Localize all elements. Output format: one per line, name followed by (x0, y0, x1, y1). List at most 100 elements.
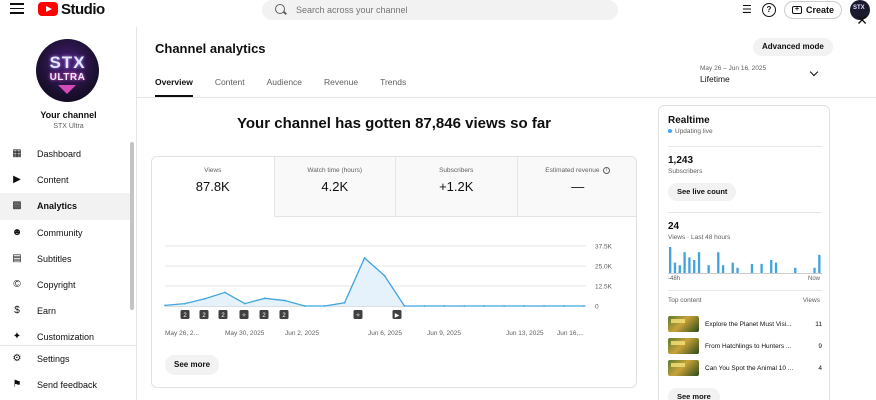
divider (668, 146, 822, 147)
sidebar-item-label: Community (37, 227, 83, 238)
realtime-bar (770, 260, 773, 273)
page-title: Channel analytics (155, 41, 266, 56)
realtime-bar (693, 260, 696, 273)
help-icon[interactable]: ? (761, 3, 776, 17)
video-marker (353, 310, 363, 319)
sidebar-scrollbar[interactable] (130, 142, 134, 310)
date-range-label[interactable]: May 26 – Jun 16, 2025 (700, 65, 767, 72)
hamburger-menu-icon[interactable] (10, 3, 24, 15)
realtime-views-bars[interactable] (668, 246, 822, 274)
tab-content[interactable]: Content (214, 77, 245, 87)
realtime-bar (774, 262, 778, 273)
content-icon: ▶ (13, 174, 21, 186)
video-marker (180, 310, 190, 319)
sidebar-item-community[interactable]: ☻ Community (0, 220, 130, 246)
views-point (323, 305, 326, 307)
realtime-bar (760, 263, 763, 273)
realtime-bar (688, 257, 691, 273)
views-chart[interactable]: 37.5K 25.0K 12.5K 0 2 2 2 ✧ 2 2 ✧ ▶ May 26, 2... May … (152, 232, 637, 344)
create-video-icon: + (791, 6, 802, 14)
date-range-select[interactable]: Lifetime (700, 74, 730, 84)
metric-watch-time[interactable]: Watch time (hours) 4.2K (273, 157, 395, 217)
sidebar-item-customization[interactable]: ✦ Customization (0, 324, 130, 350)
top-content-item[interactable]: Can You Spot the Animal 10 ... 4 (668, 360, 822, 376)
y-tick-label: 12.5K (595, 284, 613, 291)
sidebar-item-subtitles[interactable]: ▤ Subtitles (0, 246, 130, 272)
sidebar-item-dashboard[interactable]: ▦ Dashboard (0, 141, 130, 167)
video-marker-label: 2 (282, 313, 286, 319)
sidebar-nav: ▦ Dashboard ▶ Content ▩ Analytics ☻ Comm… (0, 141, 130, 351)
tab-revenue[interactable]: Revenue (324, 77, 359, 87)
video-marker-label: ▶ (395, 313, 400, 319)
y-tick-label: 25.0K (595, 264, 613, 271)
metric-estimated-revenue[interactable]: Estimated revenue i — (516, 157, 636, 217)
sidebar-item-settings[interactable]: ⚙ Settings (0, 346, 137, 372)
search-bar[interactable] (262, 0, 618, 20)
views-point (423, 305, 426, 307)
chevron-down-icon[interactable] (809, 67, 819, 77)
realtime-see-more-button[interactable]: See more (668, 388, 720, 400)
views-point (164, 304, 166, 307)
close-icon[interactable]: ✕ (856, 12, 868, 28)
see-live-count-button[interactable]: See live count (668, 183, 737, 201)
logo-text: Studio (61, 0, 105, 18)
metric-views[interactable]: Views 87.8K (152, 157, 274, 217)
analytics-icon: ▩ (12, 200, 22, 212)
realtime-bar (707, 265, 710, 273)
video-marker (218, 310, 228, 319)
search-input[interactable] (296, 5, 596, 15)
views-point (303, 305, 306, 307)
metric-label: Views (204, 167, 222, 174)
see-more-button[interactable]: See more (165, 355, 220, 375)
metric-value: 4.2K (321, 179, 349, 194)
top-content-item[interactable]: Explore the Planet Must Visi... 11 (668, 316, 822, 332)
create-button[interactable]: + Create (783, 1, 842, 19)
views-point (563, 305, 565, 307)
realtime-title: Realtime (668, 115, 710, 126)
advanced-mode-button[interactable]: Advanced mode (753, 38, 833, 56)
settings-icon: ⚙ (12, 353, 22, 365)
x-tick-label: May 26, 2... (165, 330, 199, 337)
analytics-tabs: Overview Content Audience Revenue Trends (155, 77, 428, 97)
sidebar-item-label: Analytics (37, 201, 78, 212)
top-right-actions: ☰ ? + Create (740, 0, 876, 20)
top-bar: Studio ☰ ? + Create ✕ (0, 0, 876, 28)
views-point (503, 305, 506, 307)
video-marker (279, 310, 289, 319)
x-tick-label: May 30, 2025 (225, 330, 265, 337)
realtime-card: Realtime Updating live 1,243 Subscribers… (658, 105, 830, 400)
video-marker-label: 2 (262, 313, 266, 319)
views-point (204, 297, 206, 300)
notes-icon[interactable]: ☰ (742, 4, 752, 16)
sidebar-item-send-feedback[interactable]: ⚑ Send feedback (0, 372, 137, 398)
info-icon[interactable]: i (603, 167, 611, 174)
tab-overview[interactable]: Overview (155, 77, 193, 97)
sidebar-item-earn[interactable]: $ Earn (0, 298, 130, 324)
sidebar-item-label: Settings (37, 354, 70, 365)
realtime-bar (669, 247, 672, 273)
views-point (443, 305, 446, 307)
search-icon (274, 3, 288, 17)
customization-icon: ✦ (12, 331, 22, 343)
realtime-bar (731, 262, 734, 273)
account-avatar[interactable] (850, 0, 870, 20)
sidebar-item-analytics[interactable]: ▩ Analytics (0, 193, 130, 220)
metric-subscribers[interactable]: Subscribers +1.2K (395, 157, 517, 217)
channel-avatar-line2: ULTRA (49, 72, 86, 83)
tab-audience[interactable]: Audience (266, 77, 303, 87)
metric-value: — (571, 179, 585, 195)
views-point (523, 305, 526, 307)
tab-trends[interactable]: Trends (380, 77, 407, 87)
views-point (363, 257, 366, 259)
channel-avatar[interactable]: STX ULTRA (36, 39, 99, 102)
top-content-item[interactable]: From Hatchlings to Hunters ... 9 (668, 338, 822, 354)
video-thumbnail (668, 316, 699, 332)
sidebar-item-content[interactable]: ▶ Content (0, 167, 130, 193)
video-title: From Hatchlings to Hunters ... (705, 342, 792, 350)
studio-logo[interactable]: Studio (38, 0, 105, 18)
youtube-logo-icon (38, 2, 58, 16)
views-point (283, 299, 286, 302)
realtime-axis-left: -48h (668, 276, 681, 282)
sidebar-item-copyright[interactable]: © Copyright (0, 272, 130, 298)
realtime-subscribers-label: Subscribers (668, 168, 703, 175)
